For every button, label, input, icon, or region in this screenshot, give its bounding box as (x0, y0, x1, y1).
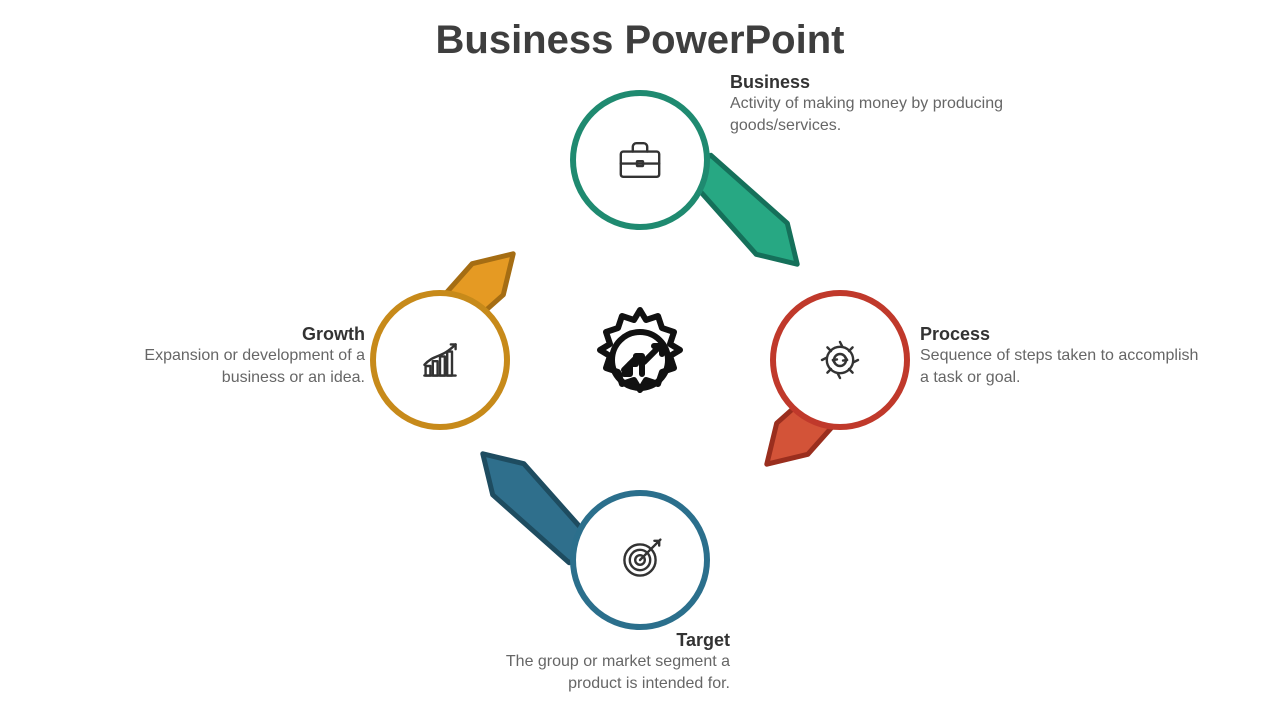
process-gear-icon (810, 330, 870, 390)
text-business: Business Activity of making money by pro… (730, 72, 1010, 136)
briefcase-icon (610, 130, 670, 190)
growth-chart-icon (410, 330, 470, 390)
page-title: Business PowerPoint (0, 18, 1280, 63)
title-business: Business (730, 72, 1010, 93)
body-process: Sequence of steps taken to accomplish a … (920, 345, 1200, 388)
node-target (570, 490, 710, 630)
node-growth (370, 290, 510, 430)
title-growth: Growth (110, 324, 365, 345)
center-gear-icon (580, 300, 700, 420)
title-target: Target (450, 630, 730, 651)
text-process: Process Sequence of steps taken to accom… (920, 324, 1200, 388)
diagram-stage: Business PowerPoint (0, 0, 1280, 720)
node-business (570, 90, 710, 230)
body-target: The group or market segment a product is… (450, 651, 730, 694)
title-process: Process (920, 324, 1200, 345)
body-business: Activity of making money by producing go… (730, 93, 1010, 136)
target-icon (610, 530, 670, 590)
body-growth: Expansion or development of a business o… (110, 345, 365, 388)
node-process (770, 290, 910, 430)
text-target: Target The group or market segment a pro… (450, 630, 730, 694)
text-growth: Growth Expansion or development of a bus… (110, 324, 365, 388)
